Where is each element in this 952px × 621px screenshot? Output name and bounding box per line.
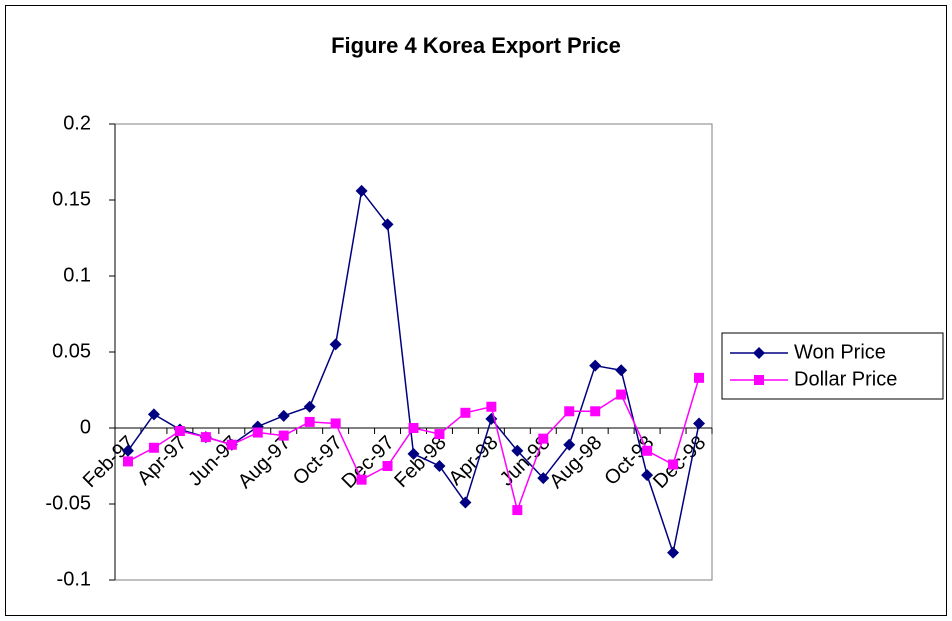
marker bbox=[407, 447, 420, 460]
y-tick-label: 0.2 bbox=[63, 112, 91, 134]
marker bbox=[303, 400, 316, 413]
marker bbox=[304, 416, 315, 427]
legend-label: Dollar Price bbox=[794, 368, 897, 390]
marker bbox=[642, 445, 653, 456]
y-tick-label: 0.05 bbox=[52, 340, 91, 362]
marker bbox=[564, 406, 575, 417]
marker bbox=[486, 401, 497, 412]
marker bbox=[641, 469, 654, 482]
y-tick-label: 0 bbox=[80, 416, 91, 438]
legend-label: Won Price bbox=[794, 341, 886, 363]
marker bbox=[512, 505, 523, 516]
marker bbox=[200, 432, 211, 443]
marker bbox=[408, 423, 419, 433]
plot-area bbox=[114, 123, 713, 581]
legend-marker bbox=[753, 347, 765, 359]
y-tick-label: 0.1 bbox=[63, 264, 91, 286]
marker bbox=[381, 218, 394, 231]
marker bbox=[174, 426, 185, 437]
marker bbox=[382, 461, 393, 471]
marker bbox=[148, 442, 159, 453]
y-tick-label: -0.05 bbox=[45, 492, 91, 514]
marker bbox=[121, 444, 134, 457]
marker bbox=[226, 439, 237, 450]
marker bbox=[590, 406, 601, 417]
marker bbox=[589, 359, 602, 372]
marker bbox=[694, 372, 705, 383]
marker bbox=[460, 407, 471, 418]
marker bbox=[616, 389, 627, 400]
marker bbox=[693, 417, 706, 430]
marker bbox=[277, 409, 290, 422]
marker bbox=[667, 546, 680, 559]
marker bbox=[537, 472, 550, 485]
marker bbox=[147, 408, 160, 421]
marker bbox=[668, 459, 679, 470]
marker bbox=[330, 418, 341, 429]
marker bbox=[433, 460, 446, 472]
marker bbox=[252, 427, 263, 438]
marker bbox=[538, 433, 549, 444]
marker bbox=[278, 430, 289, 441]
legend-marker bbox=[754, 375, 764, 385]
marker bbox=[563, 438, 576, 451]
marker bbox=[329, 338, 342, 351]
y-tick-label: -0.1 bbox=[57, 568, 91, 590]
chart-title: Figure 4 Korea Export Price bbox=[331, 33, 621, 58]
marker bbox=[356, 474, 367, 485]
marker bbox=[122, 456, 133, 467]
marker bbox=[511, 444, 524, 457]
y-tick-label: 0.15 bbox=[52, 188, 91, 210]
marker bbox=[459, 496, 472, 509]
legend bbox=[721, 332, 944, 400]
marker bbox=[615, 364, 628, 377]
marker bbox=[434, 429, 445, 440]
marker bbox=[355, 184, 368, 197]
